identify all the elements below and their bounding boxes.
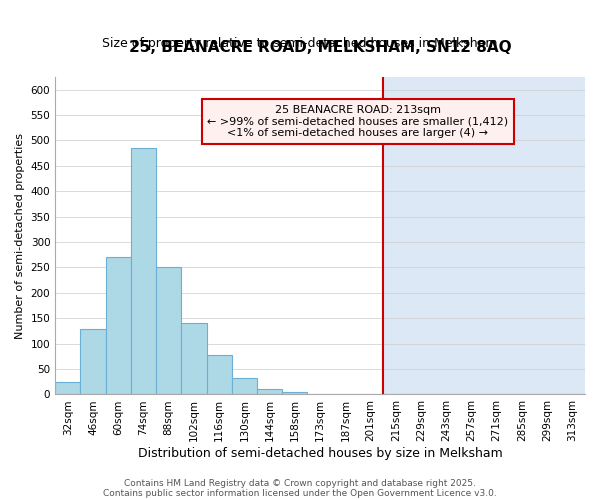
X-axis label: Distribution of semi-detached houses by size in Melksham: Distribution of semi-detached houses by … [138,447,502,460]
Bar [383,77,585,394]
Text: Size of property relative to semi-detached houses in Melksham: Size of property relative to semi-detach… [102,36,498,50]
Bar [131,148,156,394]
Text: 25 BEANACRE ROAD: 213sqm  
← >99% of semi-detached houses are smaller (1,412)
  : 25 BEANACRE ROAD: 213sqm ← >99% of semi-… [208,105,508,138]
Text: Contains HM Land Registry data © Crown copyright and database right 2025.: Contains HM Land Registry data © Crown c… [124,478,476,488]
Text: Contains public sector information licensed under the Open Government Licence v3: Contains public sector information licen… [103,488,497,498]
Bar [232,378,257,394]
Title: 25, BEANACRE ROAD, MELKSHAM, SN12 8AQ: 25, BEANACRE ROAD, MELKSHAM, SN12 8AQ [129,40,511,55]
Bar [106,258,131,394]
Bar [257,390,282,394]
Bar [206,355,232,395]
Bar [55,382,80,394]
Bar [282,392,307,394]
Bar [181,324,206,394]
Y-axis label: Number of semi-detached properties: Number of semi-detached properties [15,132,25,338]
Bar [156,268,181,394]
Bar [80,330,106,394]
